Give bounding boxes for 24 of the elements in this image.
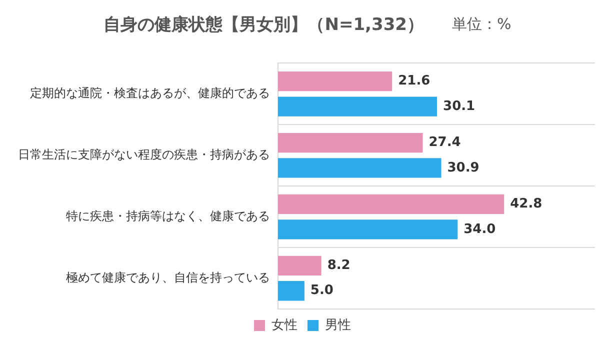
bar [278,132,423,153]
data-label: 34.0 [464,222,496,237]
bar [278,194,504,214]
legend-label: 男性 [325,318,351,333]
data-label: 27.4 [428,135,461,150]
data-label: 8.2 [327,258,350,274]
legend-label: 女性 [272,318,298,333]
data-label: 30.1 [443,98,476,114]
bar [278,220,458,240]
data-label: 21.6 [398,74,430,89]
bar [278,158,442,178]
y-tick-label: 極めて健康であり、自信を持っている [66,270,270,284]
y-tick-label: 日常生活に支障がない程度の疾患・持病がある [18,148,270,162]
y-tick-label: 定期的な通院・検査はあるが、健康的である [30,86,270,100]
y-tick-label: 特に疾患・持病等はなく、健康である [66,208,270,223]
data-label: 30.9 [447,160,480,176]
bar [278,256,322,276]
chart-title: 自身の健康状態【男女別】（N=1,332） [104,14,424,36]
bar [278,281,304,301]
data-label: 5.0 [310,283,334,298]
data-label: 42.8 [510,196,542,212]
chart-subtitle: 単位：% [452,14,512,34]
bar [278,72,392,92]
bar [278,96,438,116]
